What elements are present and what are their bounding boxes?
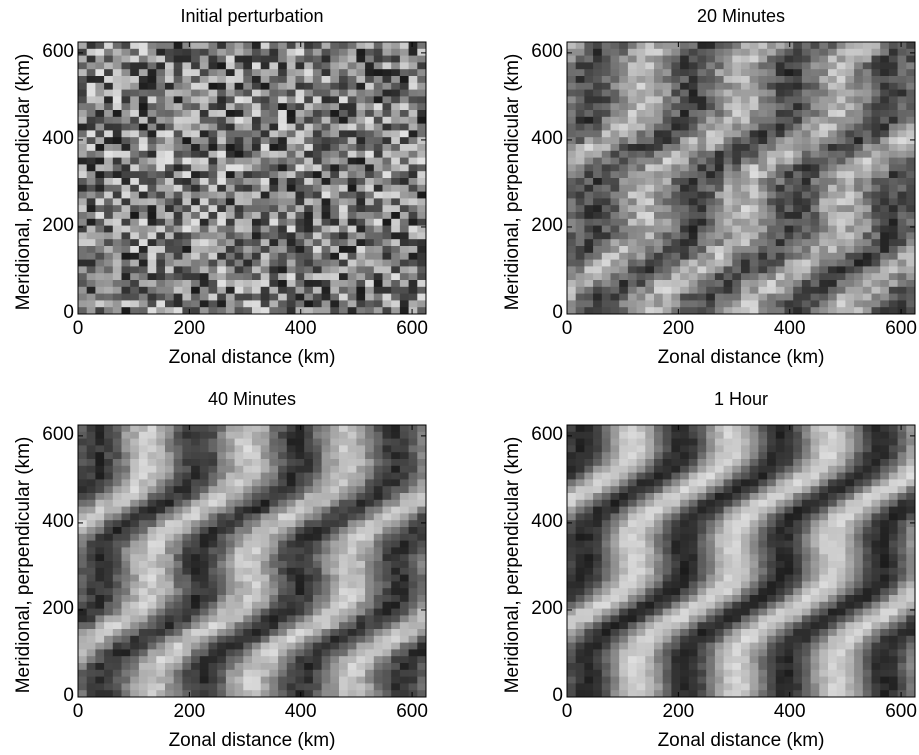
x-tick-label: 600 [396,701,428,722]
x-tick-label: 200 [173,701,206,722]
y-tick-label: 200 [42,597,74,619]
y-tick-label: 0 [552,684,563,706]
panel-40-minutes: 40 Minutes Zonal distance (km) Meridiona… [0,383,460,755]
panel-20-minutes: 20 Minutes Zonal distance (km) Meridiona… [489,0,919,378]
x-tick-label: 0 [72,318,84,339]
axes-frame [566,424,916,698]
panel-title: 1 Hour [713,389,769,409]
y-tick-label: 400 [42,127,74,149]
heatmap-plot [77,41,427,315]
x-axis-label: Zonal distance (km) [657,730,825,751]
x-axis-label: Zonal distance (km) [168,347,336,368]
y-tick-label: 600 [42,40,74,62]
y-tick-label: 200 [531,214,563,236]
x-tick-label: 0 [561,318,573,339]
panel-title: 20 Minutes [696,6,786,26]
heatmap-plot [566,424,916,698]
y-tick-label: 600 [531,423,563,445]
x-tick-label: 400 [773,318,806,339]
y-axis-label: Meridional, perpendicular (km) [502,436,523,694]
y-tick-label: 600 [531,40,563,62]
x-tick-label: 400 [284,318,317,339]
y-tick-label: 200 [531,597,563,619]
x-tick-label: 200 [662,701,695,722]
y-tick-label: 600 [42,423,74,445]
panel-1-hour: 1 Hour Zonal distance (km) Meridional, p… [489,383,919,755]
panel-title: Initial perturbation [180,6,324,26]
y-axis-label: Meridional, perpendicular (km) [502,53,523,311]
x-tick-label: 400 [773,701,806,722]
x-tick-label: 0 [561,701,573,722]
x-tick-label: 200 [173,318,206,339]
x-tick-label: 0 [72,701,84,722]
y-axis-label: Meridional, perpendicular (km) [13,436,34,694]
y-tick-label: 0 [63,684,74,706]
x-axis-label: Zonal distance (km) [168,730,336,751]
panel-title: 40 Minutes [207,389,297,409]
x-tick-label: 200 [662,318,695,339]
y-tick-label: 0 [63,301,74,323]
x-tick-label: 600 [885,701,917,722]
heatmap-cells [78,425,427,698]
y-axis-label: Meridional, perpendicular (km) [13,53,34,311]
y-tick-label: 400 [531,127,563,149]
y-tick-label: 200 [42,214,74,236]
x-tick-label: 600 [885,318,917,339]
y-tick-label: 0 [552,301,563,323]
x-tick-label: 600 [396,318,428,339]
y-tick-label: 400 [531,510,563,532]
y-tick-label: 400 [42,510,74,532]
heatmap-cells [567,425,916,698]
axes-frame [77,424,427,698]
axes-frame [77,41,427,315]
x-tick-label: 400 [284,701,317,722]
panel-initial-perturbation: Initial perturbation Zonal distance (km)… [0,0,460,378]
axes-frame [566,41,916,315]
heatmap-plot [566,41,916,315]
heatmap-cells [567,42,916,315]
x-axis-label: Zonal distance (km) [657,347,825,368]
heatmap-plot [77,424,427,698]
heatmap-cells [78,42,427,315]
